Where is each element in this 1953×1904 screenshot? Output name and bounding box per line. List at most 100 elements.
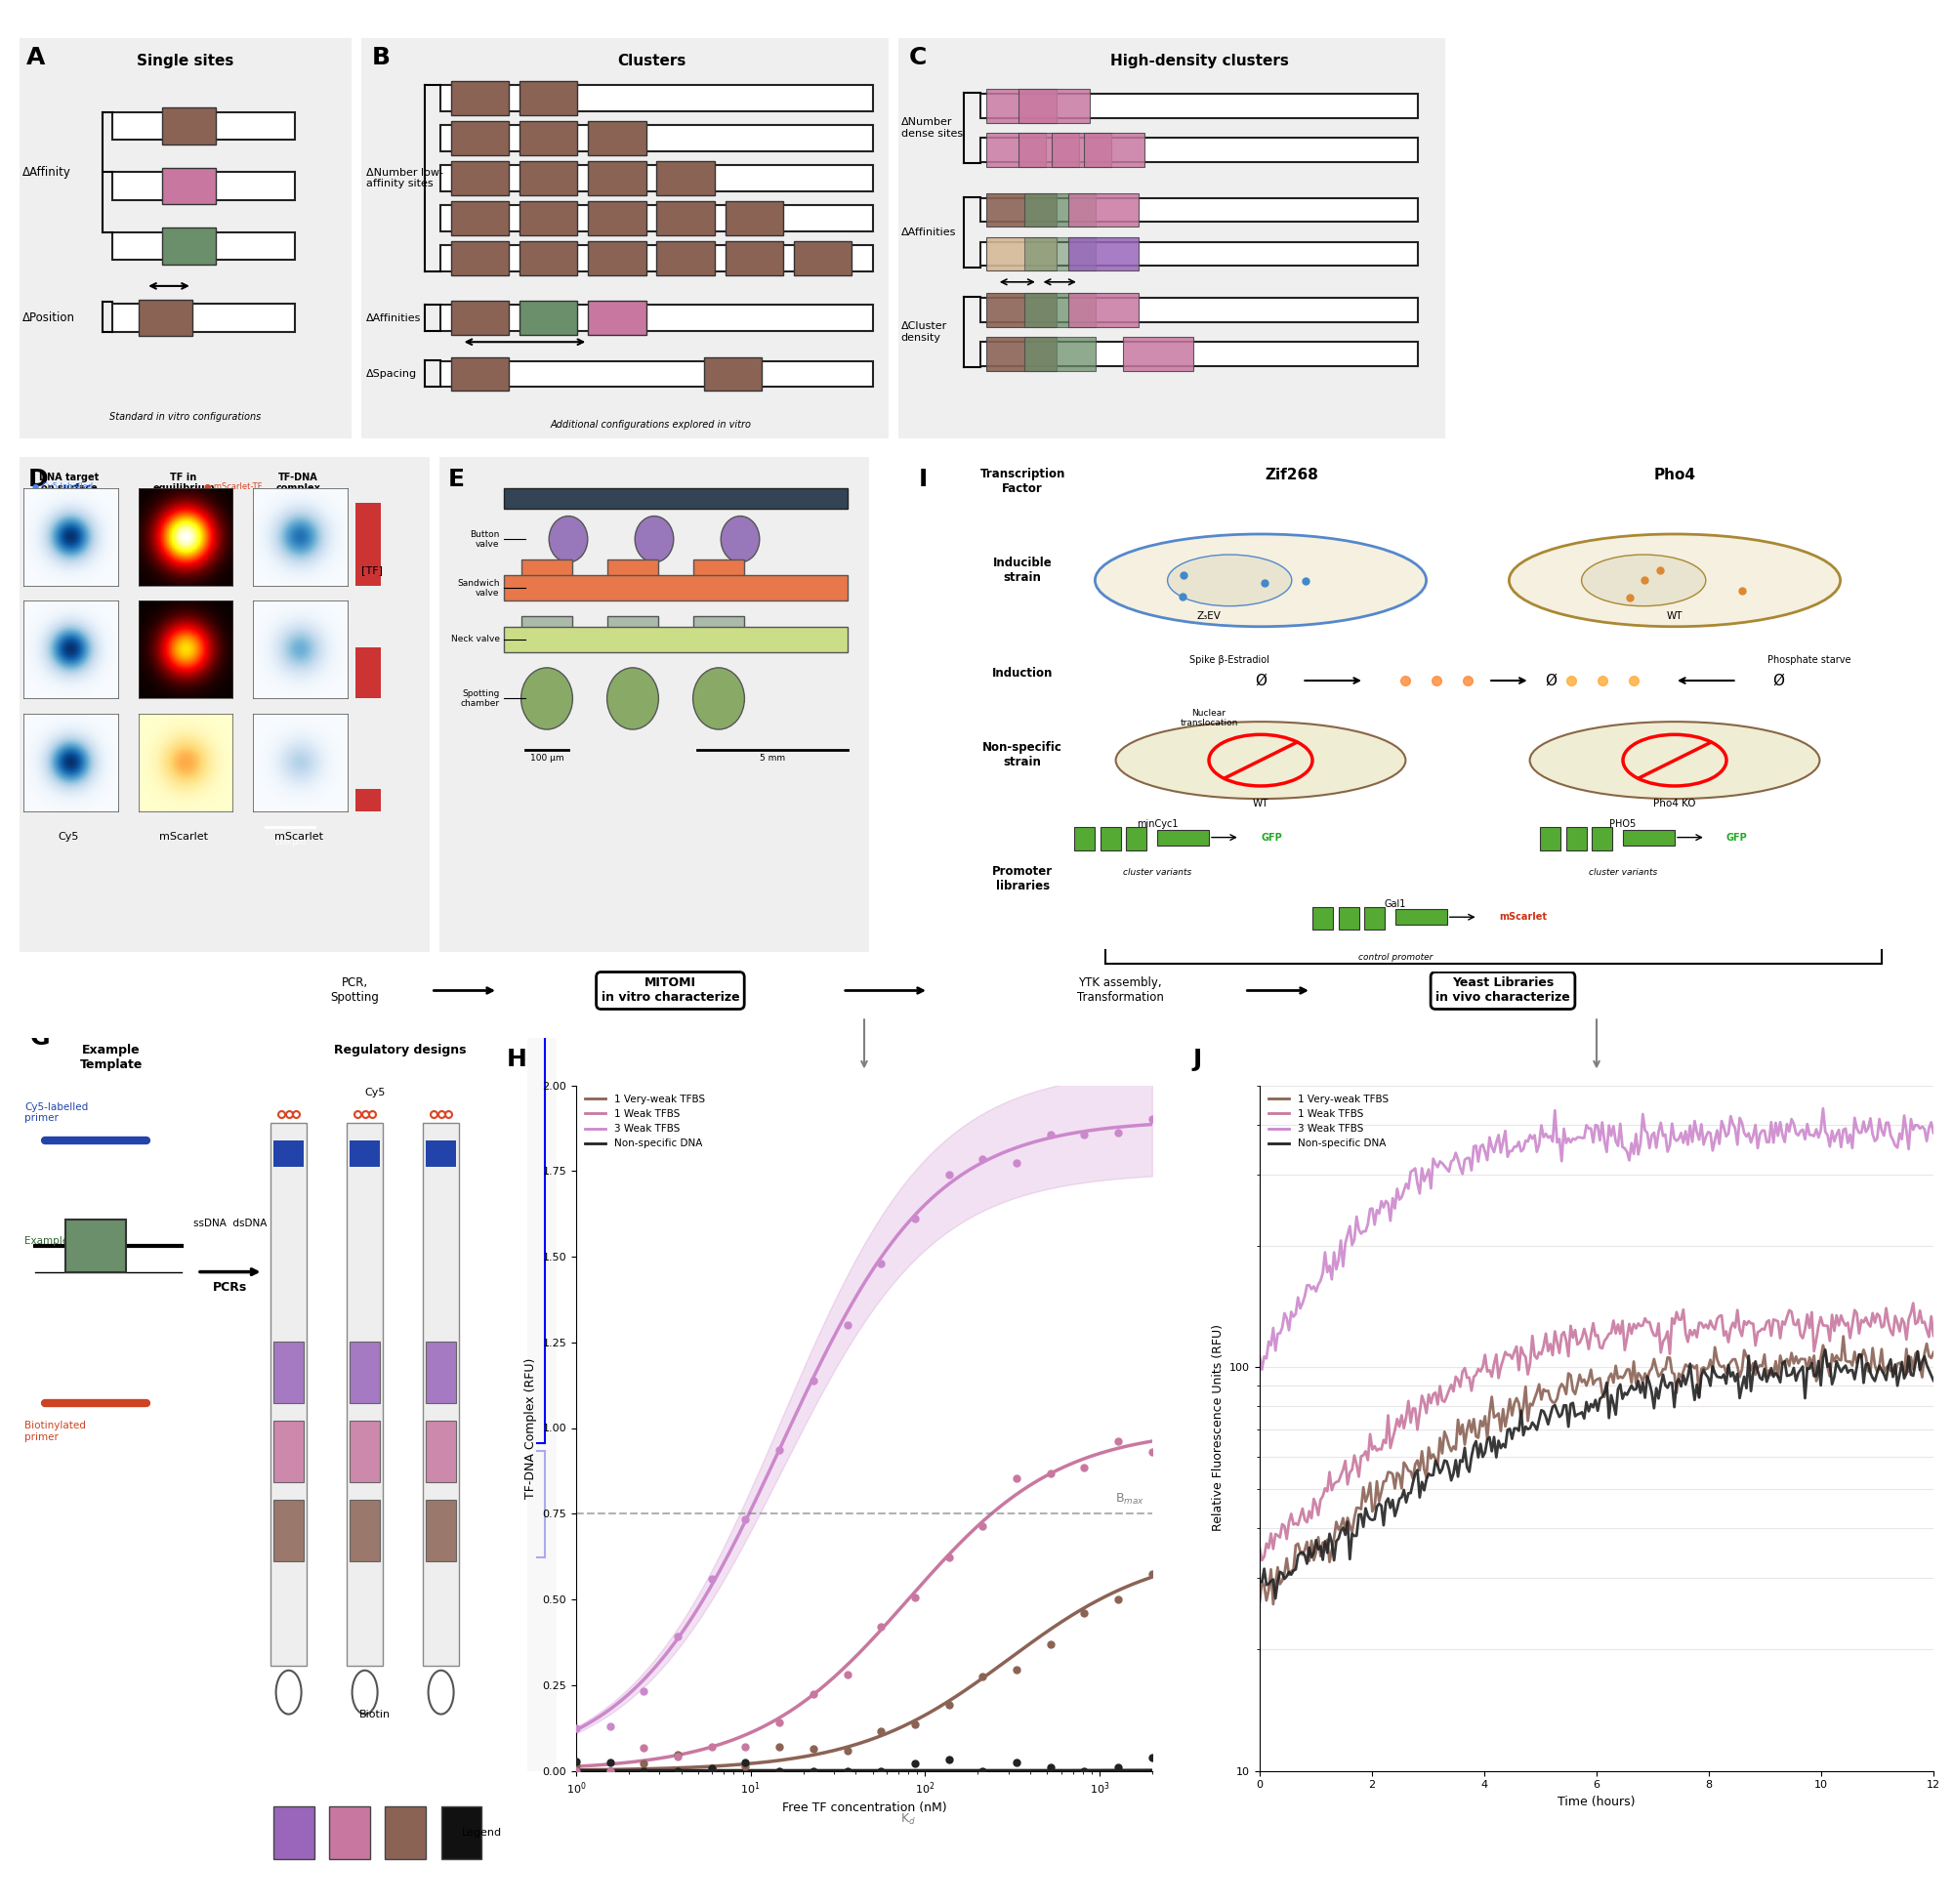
Circle shape <box>455 1321 463 1337</box>
Bar <box>1123 337 1193 371</box>
Circle shape <box>455 1641 463 1656</box>
Bar <box>271 1123 307 1666</box>
Text: Example TFBS: Example TFBS <box>25 1236 98 1245</box>
Circle shape <box>455 1710 463 1725</box>
Text: G: G <box>29 1026 51 1051</box>
Text: Induction: Induction <box>992 666 1053 680</box>
Circle shape <box>693 668 744 729</box>
Circle shape <box>455 1458 463 1474</box>
Bar <box>1023 192 1096 227</box>
Text: PHO5: PHO5 <box>1609 819 1637 828</box>
Circle shape <box>455 1161 463 1177</box>
Bar <box>693 617 744 636</box>
Circle shape <box>502 1733 510 1748</box>
Text: Non-specific
strain: Non-specific strain <box>982 741 1062 769</box>
Text: D: D <box>27 466 49 491</box>
Bar <box>350 1420 381 1481</box>
Circle shape <box>502 1481 510 1497</box>
Text: A: A <box>25 46 45 70</box>
Bar <box>793 242 852 274</box>
Circle shape <box>502 1207 510 1222</box>
Text: [TF]: [TF] <box>361 565 383 575</box>
Circle shape <box>502 1253 510 1268</box>
Circle shape <box>502 1710 510 1725</box>
Bar <box>113 232 295 261</box>
Bar <box>588 202 646 234</box>
Bar <box>986 238 1057 270</box>
Circle shape <box>455 1413 463 1428</box>
Circle shape <box>455 1024 463 1040</box>
Text: ΔAffinities: ΔAffinities <box>900 227 957 236</box>
Bar <box>355 788 381 811</box>
Bar <box>693 560 744 586</box>
Bar <box>441 126 873 150</box>
Text: ΔNumber
dense sites: ΔNumber dense sites <box>900 118 963 139</box>
Bar <box>1084 133 1144 168</box>
Bar <box>350 1500 381 1561</box>
Bar <box>980 93 1418 118</box>
Bar <box>588 122 646 154</box>
Text: cluster variants: cluster variants <box>1123 868 1191 878</box>
Bar <box>385 1807 426 1858</box>
Circle shape <box>455 1596 463 1611</box>
Text: Biotinylated
primer: Biotinylated primer <box>25 1420 86 1441</box>
Bar <box>1156 830 1209 845</box>
Bar <box>273 1500 305 1561</box>
Text: ΔCluster
density: ΔCluster density <box>900 322 947 343</box>
Text: Phosphate starve: Phosphate starve <box>1767 655 1851 664</box>
Circle shape <box>455 1093 463 1108</box>
Text: mScarlet: mScarlet <box>273 832 322 842</box>
Circle shape <box>455 1070 463 1085</box>
Circle shape <box>455 1550 463 1565</box>
Text: mScarlet: mScarlet <box>1498 912 1547 922</box>
Bar <box>426 1420 457 1481</box>
Circle shape <box>502 1390 510 1405</box>
Circle shape <box>502 1070 510 1085</box>
Text: GFP: GFP <box>1262 832 1281 842</box>
Text: B: B <box>371 46 391 70</box>
Bar <box>451 358 510 390</box>
Bar <box>980 139 1418 162</box>
Bar <box>162 168 215 204</box>
Text: Nuclear
translocation: Nuclear translocation <box>1180 708 1238 727</box>
Circle shape <box>502 1230 510 1245</box>
Bar <box>441 246 873 270</box>
Text: GFP: GFP <box>1726 832 1748 842</box>
Text: Clusters: Clusters <box>617 53 686 69</box>
Bar <box>113 305 295 331</box>
Bar <box>607 617 658 636</box>
Y-axis label: Relative Fluorescence Units (RFU): Relative Fluorescence Units (RFU) <box>1211 1325 1225 1531</box>
Circle shape <box>502 1161 510 1177</box>
Bar <box>980 198 1418 223</box>
Bar <box>656 162 715 194</box>
Bar <box>1394 910 1447 925</box>
Circle shape <box>455 1276 463 1291</box>
Text: YTK assembly,
Transformation: YTK assembly, Transformation <box>1076 977 1164 1003</box>
Bar <box>441 166 873 190</box>
Text: K$_d$: K$_d$ <box>900 1813 916 1826</box>
Bar <box>424 1123 459 1666</box>
Text: Single sites: Single sites <box>137 53 234 69</box>
Circle shape <box>455 1207 463 1222</box>
Bar <box>451 82 510 114</box>
Circle shape <box>455 1139 463 1154</box>
Circle shape <box>502 1276 510 1291</box>
Text: High-density clusters: High-density clusters <box>1109 53 1289 69</box>
Circle shape <box>455 1047 463 1062</box>
Bar <box>656 202 715 234</box>
Text: Pho4 KO: Pho4 KO <box>1654 800 1695 809</box>
Circle shape <box>455 1230 463 1245</box>
Bar <box>656 242 715 274</box>
Bar <box>1127 826 1146 851</box>
Bar <box>348 1123 383 1666</box>
Bar <box>519 202 578 234</box>
Circle shape <box>455 1733 463 1748</box>
Circle shape <box>455 1481 463 1497</box>
Bar <box>1592 826 1613 851</box>
Bar <box>521 560 572 586</box>
Text: DNA target
on surface: DNA target on surface <box>39 472 100 493</box>
Text: ΔPosition: ΔPosition <box>23 312 76 324</box>
Ellipse shape <box>1168 554 1291 605</box>
Bar <box>1074 826 1096 851</box>
Bar <box>441 1807 482 1858</box>
